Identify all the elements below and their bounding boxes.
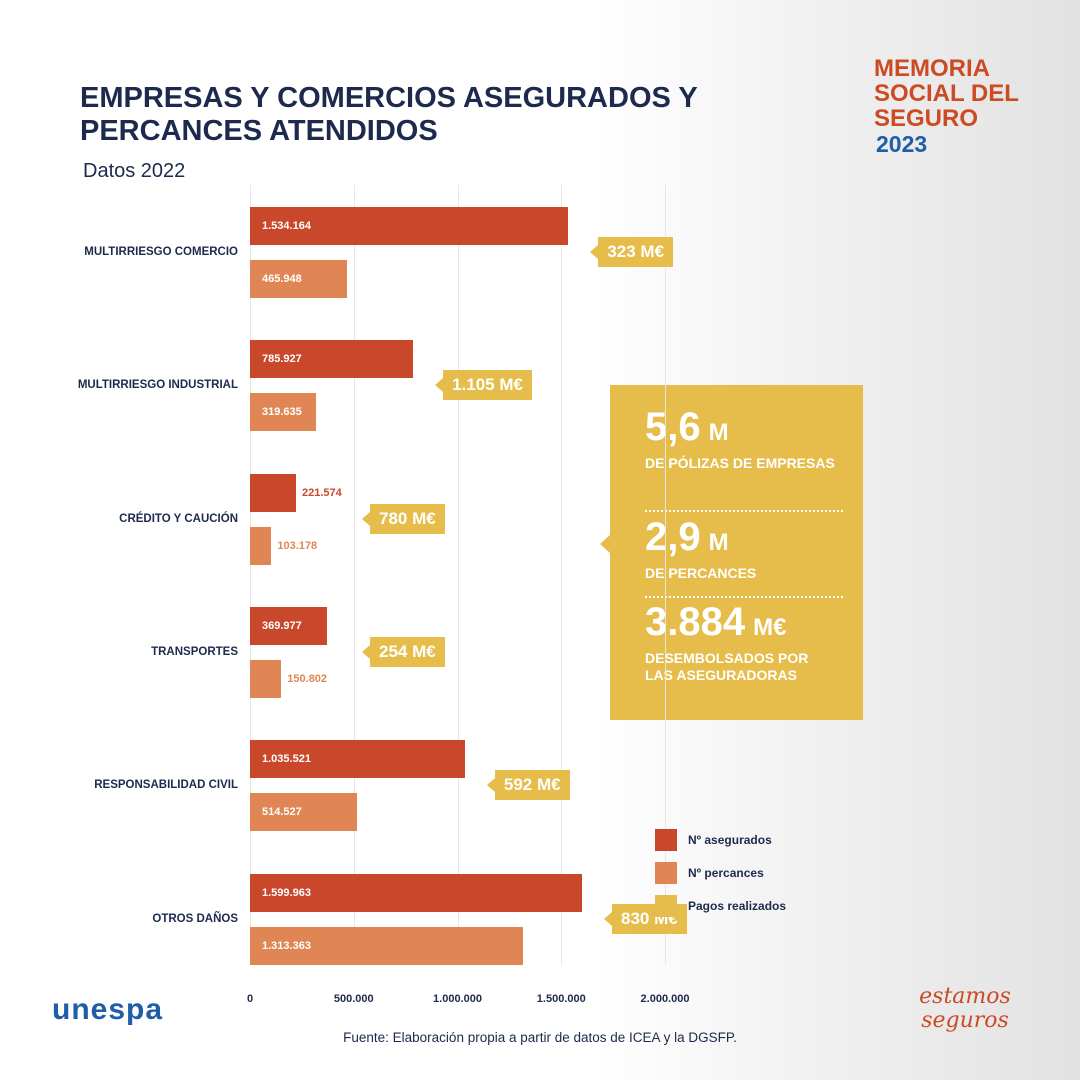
grid-line [250, 185, 251, 965]
grid-line [665, 185, 666, 965]
stat: 2,9 M DE PERCANCES [645, 515, 845, 582]
value-label: 514.527 [262, 806, 302, 819]
bar [250, 473, 296, 512]
x-tick-label: 1.500.000 [536, 993, 586, 1005]
stat-divider [645, 596, 843, 598]
bar [250, 340, 414, 379]
legend-label: Nº asegurados [688, 833, 772, 847]
stat-value-row: 5,6 M [645, 405, 845, 455]
payment-tag: 323 M€ [590, 237, 674, 267]
payment-tag: 1.105 M€ [435, 370, 532, 401]
x-tick-label: 2.000.000 [640, 993, 690, 1005]
stat-label: DESEMBOLSADOS POR LAS ASEGURADORAS [645, 650, 809, 683]
payment-label: 780 M€ [379, 508, 436, 528]
stats-box: 5,6 M DE PÓLIZAS DE EMPRESAS 2,9 M DE PERCANC… [600, 385, 863, 720]
payment-tag: 780 M€ [362, 503, 445, 534]
category-label: CRÉDITO Y CAUCIÓN [119, 512, 238, 525]
bar [250, 793, 357, 832]
grid-line [561, 185, 563, 965]
category-label: MULTIRRIESGO INDUSTRIAL [77, 379, 238, 392]
bar [250, 526, 272, 565]
value-label: 1.599.963 [262, 886, 311, 899]
bar [250, 659, 282, 698]
bar [250, 260, 347, 298]
legend-swatch [655, 895, 677, 917]
logo-unespa: unespa [52, 993, 164, 1026]
value-label: 1.035.521 [262, 753, 311, 766]
stat-unit: M€ [753, 614, 787, 641]
value-label: 150.802 [287, 672, 328, 685]
stat-unit: M [708, 419, 729, 446]
value-label: 1.313.363 [262, 939, 311, 952]
legend-label: Nº percances [688, 866, 764, 880]
category-label: MULTIRRIESGO COMERCIO [84, 246, 238, 258]
chart-subtitle: Datos 2022 [83, 160, 186, 182]
x-tick-label: 500.000 [333, 993, 374, 1005]
stat-label: DE PÓLIZAS DE EMPRESAS [645, 455, 835, 471]
value-label: 465.948 [262, 273, 302, 285]
stat-value-row: 2,9 M [645, 515, 845, 565]
stat-divider [645, 510, 843, 512]
logo-estamos-seguros: estamos seguros [919, 984, 1011, 1033]
legend-swatch [655, 829, 677, 851]
value-label: 785.927 [262, 353, 302, 366]
legend-swatch [655, 862, 677, 884]
bar [250, 740, 465, 779]
bar [250, 926, 523, 965]
payment-label: 1.105 M€ [452, 375, 523, 395]
grid-line [353, 185, 355, 965]
x-tick-label: 0 [246, 993, 254, 1005]
stat-value: 5,6 [645, 405, 701, 449]
stat-value: 3.884 [645, 600, 746, 644]
value-label: 1.534.164 [262, 220, 311, 232]
bar [250, 606, 327, 645]
payment-label: 323 M€ [607, 242, 665, 261]
payment-tag: 592 M€ [486, 770, 570, 801]
category-label: RESPONSABILIDAD CIVIL [94, 779, 238, 792]
stat-unit: M [708, 529, 729, 556]
value-label: 319.635 [262, 406, 302, 419]
category-label: TRANSPORTES [151, 645, 238, 658]
bar [250, 207, 569, 245]
payment-tag: 254 M€ [362, 636, 445, 667]
value-label: 103.178 [277, 539, 318, 552]
bar [250, 393, 317, 432]
value-label: 221.574 [301, 486, 342, 499]
grid-line [457, 185, 459, 965]
bar [250, 873, 582, 912]
payment-label: 592 M€ [503, 775, 561, 795]
stat: 5,6 M DE PÓLIZAS DE EMPRESAS [645, 405, 845, 472]
payment-label: 254 M€ [379, 641, 436, 661]
brand-year: 2023 [876, 131, 928, 157]
stat-value-row: 3.884 M€ [645, 600, 845, 650]
stat-value: 2,9 [645, 515, 701, 559]
category-label: OTROS DAÑOS [152, 912, 238, 925]
value-label: 369.977 [262, 619, 302, 632]
legend-label: Pagos realizados [688, 899, 787, 913]
stat-label: DE PERCANCES [645, 565, 757, 581]
x-tick-label: 1.000.000 [433, 993, 482, 1005]
source-note: Fuente: Elaboración propia a partir de d… [343, 1030, 737, 1045]
brand-title: MEMORIA SOCIAL DEL SEGURO [874, 55, 1019, 132]
chart-title: EMPRESAS Y COMERCIOS ASEGURADOS Y PERCAN… [80, 82, 698, 147]
stat: 3.884 M€ DESEMBOLSADOS POR LAS ASEGURADORA… [645, 600, 845, 684]
